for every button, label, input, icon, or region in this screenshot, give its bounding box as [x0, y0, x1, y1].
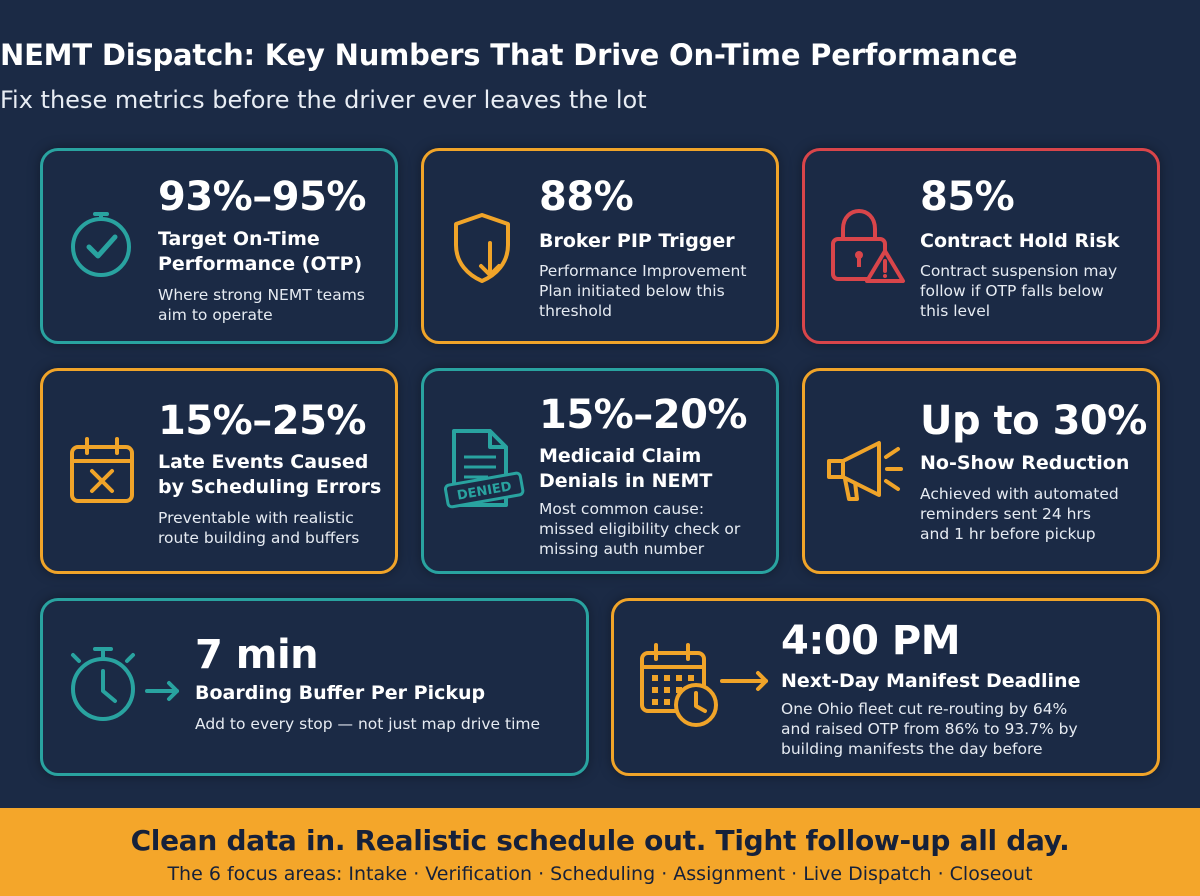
card-value: 15%–25% [158, 398, 366, 444]
card-description: and raised OTP from 86% to 93.7% by [781, 720, 1078, 738]
card-description: Where strong NEMT teams [158, 286, 365, 304]
card-description: reminders sent 24 hrs [920, 505, 1091, 523]
page-subtitle: Fix these metrics before the driver ever… [0, 86, 647, 114]
footer-focus-areas: The 6 focus areas: Intake · Verification… [167, 863, 1033, 885]
card-boarding-buffer: 7 min Boarding Buffer Per Pickup Add to … [40, 598, 589, 776]
card-contract-hold: 85% Contract Hold Risk Contract suspensi… [802, 148, 1160, 344]
card-label: Target On-Time [158, 228, 320, 250]
card-description: Contract suspension may [920, 262, 1118, 280]
card-broker-pip: 88% Broker PIP Trigger Performance Impro… [421, 148, 779, 344]
card-late-events: 15%–25% Late Events Caused by Scheduling… [40, 368, 398, 574]
card-description: building manifests the day before [781, 740, 1043, 758]
card-label: by Scheduling Errors [158, 476, 382, 498]
card-label: No-Show Reduction [920, 452, 1130, 474]
card-label: Broker PIP Trigger [539, 230, 735, 252]
card-manifest-deadline: 4:00 PM Next-Day Manifest Deadline One O… [611, 598, 1160, 776]
card-label: Performance (OTP) [158, 253, 363, 275]
card-value: 88% [539, 174, 634, 220]
card-description: missed eligibility check or [539, 520, 741, 538]
card-description: One Ohio fleet cut re-routing by 64% [781, 700, 1068, 718]
calendar-x-icon [70, 437, 134, 503]
card-label: Boarding Buffer Per Pickup [195, 682, 486, 704]
card-label: Late Events Caused [158, 451, 369, 473]
card-value: 15%–20% [539, 392, 747, 438]
denied-document-icon: DENIED [443, 429, 525, 509]
card-description: Achieved with automated [920, 485, 1119, 503]
card-description: Preventable with realistic [158, 509, 354, 527]
card-description: Most common cause: [539, 500, 705, 518]
card-description: follow if OTP falls below [920, 282, 1104, 300]
card-description: Performance Improvement [539, 262, 747, 280]
footer-banner: Clean data in. Realistic schedule out. T… [0, 808, 1200, 896]
card-label: Denials in NEMT [539, 470, 713, 492]
clock-check-icon [71, 212, 131, 277]
calendar-clock-arrow-icon [640, 643, 768, 727]
card-description: this level [920, 302, 991, 320]
card-description: threshold [539, 302, 612, 320]
lock-warning-icon [831, 208, 905, 283]
card-value: Up to 30% [920, 398, 1147, 444]
card-label: Next-Day Manifest Deadline [781, 670, 1081, 692]
megaphone-icon [827, 441, 903, 501]
card-value: 93%–95% [158, 174, 366, 220]
stopwatch-arrow-icon [71, 647, 179, 721]
card-value: 7 min [195, 632, 319, 678]
card-medicaid-denials: DENIED 15%–20% Medicaid Claim Denials in… [421, 368, 779, 574]
card-description: Plan initiated below this [539, 282, 725, 300]
card-description: missing auth number [539, 540, 705, 558]
card-label: Medicaid Claim [539, 445, 702, 467]
footer-headline: Clean data in. Realistic schedule out. T… [130, 824, 1070, 857]
card-description: Add to every stop — not just map drive t… [195, 715, 541, 733]
card-label: Contract Hold Risk [920, 230, 1120, 252]
shield-down-arrow-icon [454, 213, 510, 283]
card-value: 4:00 PM [781, 618, 961, 664]
card-description: and 1 hr before pickup [920, 525, 1096, 543]
card-value: 85% [920, 174, 1015, 220]
card-no-show: Up to 30% No-Show Reduction Achieved wit… [802, 368, 1160, 574]
card-description: route building and buffers [158, 529, 360, 547]
page-title: NEMT Dispatch: Key Numbers That Drive On… [0, 38, 1018, 72]
card-description: aim to operate [158, 306, 273, 324]
card-target-otp: 93%–95% Target On-Time Performance (OTP)… [40, 148, 398, 344]
